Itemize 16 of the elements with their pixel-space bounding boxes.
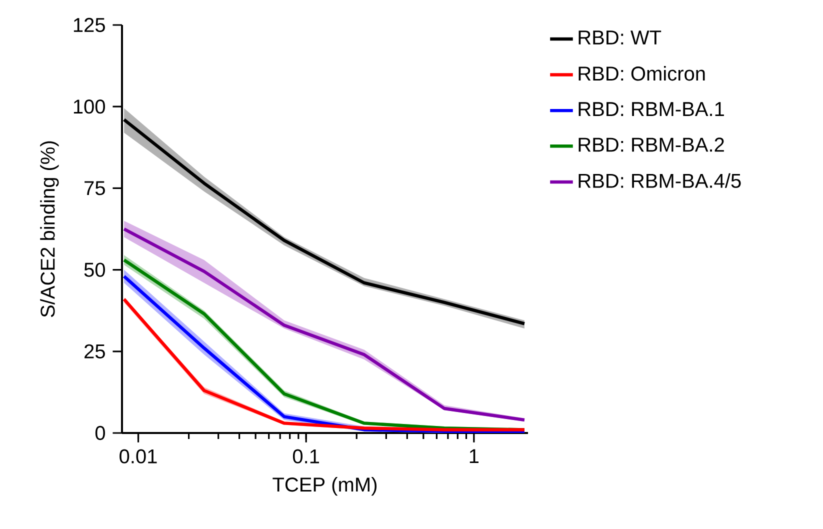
legend-label: RBD: RBM-BA.1 (578, 102, 724, 116)
legend-label: RBD: WT (578, 30, 662, 44)
x-axis-title: TCEP (mM) (272, 477, 377, 496)
legend-label: RBD: Omicron (578, 66, 705, 81)
y-tick-label: 0 (95, 426, 105, 440)
y-tick-label: 25 (84, 344, 105, 358)
y-tick-label: 125 (74, 18, 105, 32)
legend-label: RBD: RBM-BA.4/5 (578, 173, 741, 188)
x-tick-label: 0.01 (120, 449, 157, 464)
legend-label: RBD: RBM-BA.2 (578, 138, 724, 152)
y-tick-label: 75 (84, 181, 105, 196)
x-tick-label: 0.1 (292, 449, 320, 464)
y-axis-title: S/ACE2 binding (%) (40, 141, 59, 318)
y-tick-label: 100 (74, 100, 105, 114)
x-tick-label: 1 (470, 449, 479, 464)
y-tick-label: 50 (84, 262, 105, 277)
